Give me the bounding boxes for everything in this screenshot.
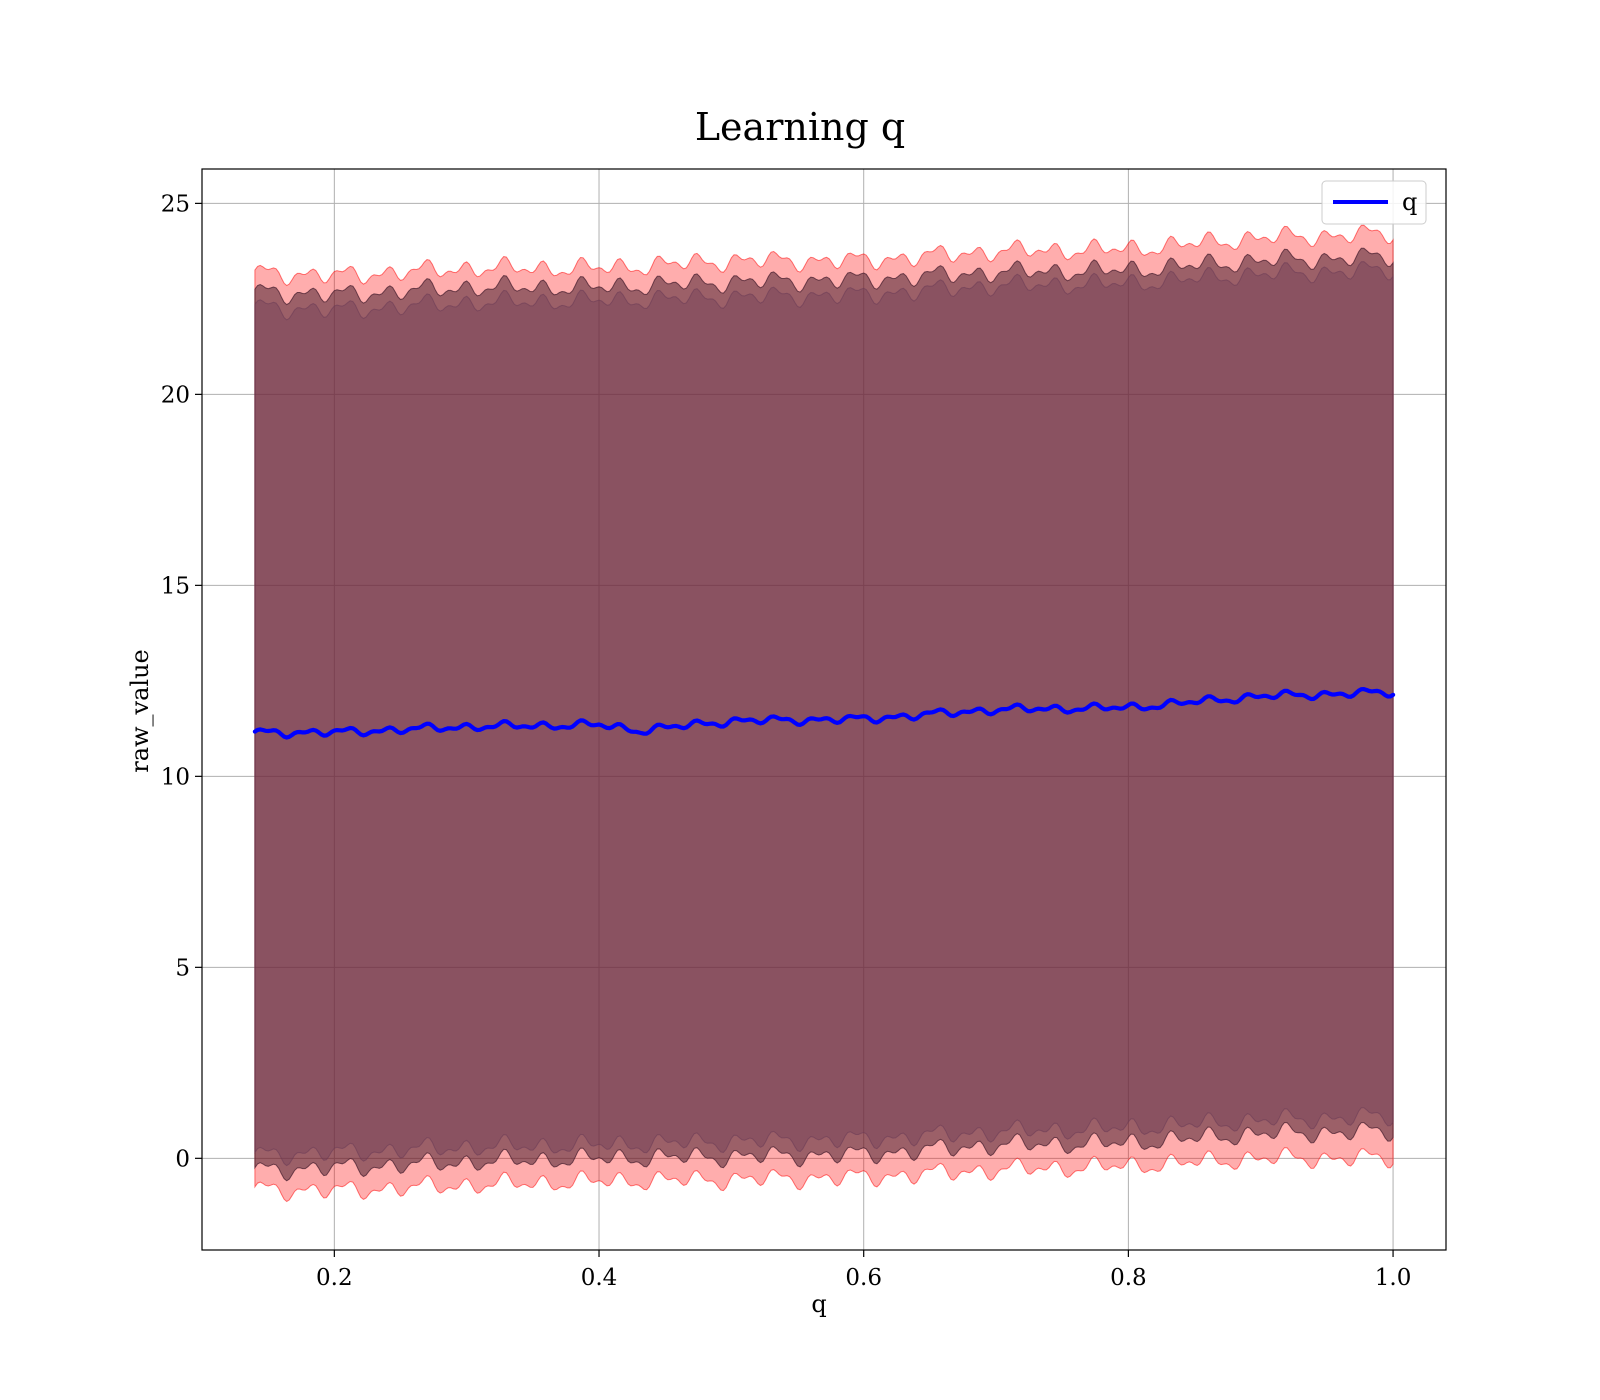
legend: q <box>1321 180 1427 225</box>
y-axis-label: raw_value <box>126 649 154 773</box>
confidence-band <box>254 261 1394 1167</box>
x-tick-label: 0.2 <box>316 1265 353 1291</box>
legend-label-q: q <box>1402 188 1417 216</box>
series-layer <box>252 687 1396 740</box>
band-layer <box>254 224 1394 1203</box>
y-tick-label: 20 <box>161 382 190 408</box>
x-tick-label: 0.4 <box>581 1265 618 1291</box>
chart-title: Learning q <box>695 105 905 149</box>
axis-layer: 0.2 0.4 0.6 0.8 1.0 0 5 10 15 20 25 <box>161 168 1447 1291</box>
y-tick-label: 10 <box>161 764 190 790</box>
y-tick-label: 0 <box>175 1146 190 1172</box>
confidence-band <box>254 247 1394 1182</box>
plot-frame <box>201 168 1447 1251</box>
x-tick-label: 0.8 <box>1110 1265 1147 1291</box>
x-tick-label: 0.6 <box>845 1265 882 1291</box>
y-tick-label: 5 <box>175 955 190 981</box>
x-tick-label: 1.0 <box>1375 1265 1412 1291</box>
x-axis-label: q <box>811 1290 826 1318</box>
y-tick-label: 25 <box>161 191 190 217</box>
series-line-q <box>252 687 1396 740</box>
y-tick-label: 15 <box>161 573 190 599</box>
